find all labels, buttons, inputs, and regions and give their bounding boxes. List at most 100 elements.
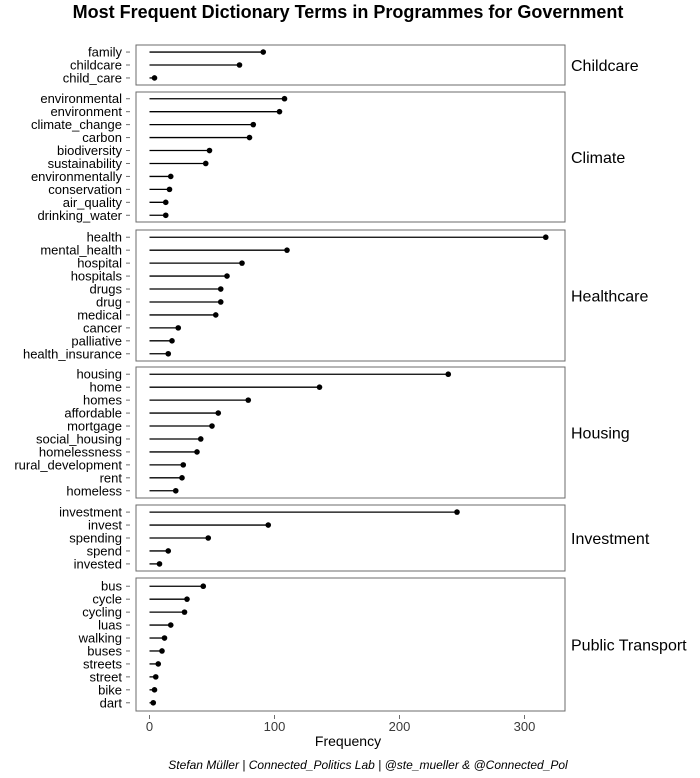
lollipop-dot: [542, 234, 549, 241]
panel-housing: housinghomehomesaffordablemortgagesocial…: [14, 366, 630, 499]
term-label: sustainability: [48, 156, 123, 171]
lollipop-dot: [265, 522, 272, 528]
term-label: homes: [83, 393, 123, 408]
lollipop-dot: [166, 186, 173, 193]
facet-label: Public Transport: [571, 638, 687, 655]
lollipop-dot: [239, 260, 245, 266]
lollipop-dot: [184, 596, 190, 602]
term-label: social_housing: [36, 431, 122, 446]
lollipop-dot: [156, 561, 163, 567]
lollipop-dot: [161, 635, 168, 641]
lollipop-dot: [209, 423, 215, 429]
lollipop-dot: [167, 173, 174, 180]
term-label: home: [89, 380, 122, 395]
term-label: buses: [87, 643, 122, 658]
panel-border: [135, 91, 566, 223]
term-label: conservation: [48, 182, 122, 197]
term-label: drug: [96, 294, 122, 309]
term-label: mental_health: [40, 243, 122, 258]
term-label: health_insurance: [23, 346, 122, 361]
lollipop-dot: [167, 622, 174, 628]
lollipop-dot: [260, 49, 267, 55]
facet-label: Investment: [571, 531, 650, 548]
lollipop-dot: [200, 583, 207, 590]
panel-climate: environmentalenvironmentclimate_changeca…: [31, 91, 625, 223]
lollipop-dot: [180, 462, 187, 468]
term-label: health: [87, 230, 122, 245]
lollipop-dot: [150, 699, 157, 706]
term-label: affordable: [64, 406, 122, 421]
lollipop-dot: [151, 687, 158, 693]
term-label: palliative: [71, 333, 122, 348]
term-label: homeless: [66, 483, 122, 498]
lollipop-dot: [165, 548, 172, 554]
term-label: walking: [78, 631, 122, 646]
lollipop-dot: [246, 134, 253, 141]
x-axis: 0 100 200 300: [146, 715, 535, 734]
term-label: bike: [98, 682, 122, 697]
lollipop-dot: [202, 160, 209, 167]
term-label: invested: [74, 556, 122, 571]
lollipop-dot: [281, 95, 288, 102]
panel-public-transport: buscyclecyclingluaswalkingbusesstreetsst…: [78, 577, 687, 712]
lollipop-dot: [159, 648, 165, 654]
panel-border: [135, 366, 566, 499]
lollipop-dot: [217, 299, 224, 305]
lollipop-dot: [445, 371, 452, 378]
lollipop-dot: [169, 338, 175, 344]
term-label: hospitals: [71, 269, 123, 284]
term-label: environment: [50, 104, 122, 119]
chart-title: Most Frequent Dictionary Terms in Progra…: [73, 2, 624, 22]
lollipop-dot: [316, 384, 323, 390]
x-tick-label: 100: [264, 719, 286, 734]
lollipop-dot: [250, 121, 257, 128]
panel-border: [135, 577, 566, 712]
facet-label: Housing: [571, 426, 630, 443]
term-label: air_quality: [63, 195, 123, 210]
lollipop-dot: [175, 325, 182, 331]
term-label: invest: [88, 518, 122, 533]
term-label: carbon: [82, 130, 122, 145]
lollipop-dot: [179, 475, 185, 481]
lollipop-dot: [151, 75, 158, 81]
lollipop-dot: [205, 535, 212, 541]
lollipop-dot: [284, 247, 290, 253]
term-label: dart: [100, 695, 123, 710]
term-label: biodiversity: [57, 143, 123, 158]
term-label: medical: [77, 307, 122, 322]
term-label: child_care: [63, 70, 122, 85]
chart-caption: Stefan Müller | Connected_Politics Lab |…: [168, 758, 568, 772]
lollipop-dot: [454, 509, 460, 515]
x-tick-label: 300: [514, 719, 536, 734]
lollipop-dot: [155, 661, 162, 667]
term-label: cycling: [82, 605, 122, 620]
term-label: spend: [87, 543, 122, 558]
lollipop-dot: [245, 397, 252, 403]
facet-label: Climate: [571, 150, 625, 167]
term-label: rent: [100, 470, 123, 485]
term-label: environmentally: [31, 169, 123, 184]
facet-label: Childcare: [571, 58, 639, 75]
x-axis-title: Frequency: [315, 733, 381, 749]
lollipop-dot: [152, 674, 159, 680]
term-label: childcare: [70, 58, 122, 73]
lollipop-dot: [181, 609, 188, 615]
lollipop-dot: [206, 147, 213, 154]
term-label: drinking_water: [37, 208, 122, 223]
lollipop-dot: [224, 273, 230, 279]
panel-border: [135, 504, 566, 572]
term-label: housing: [76, 367, 122, 382]
term-label: streets: [83, 656, 123, 671]
panel-border: [135, 229, 566, 362]
term-label: hospital: [77, 256, 122, 271]
lollipop-dot: [162, 212, 169, 219]
facet-label: Healthcare: [571, 289, 648, 306]
term-label: luas: [98, 618, 122, 633]
term-label: environmental: [40, 91, 122, 106]
lollipop-dot: [194, 449, 200, 455]
